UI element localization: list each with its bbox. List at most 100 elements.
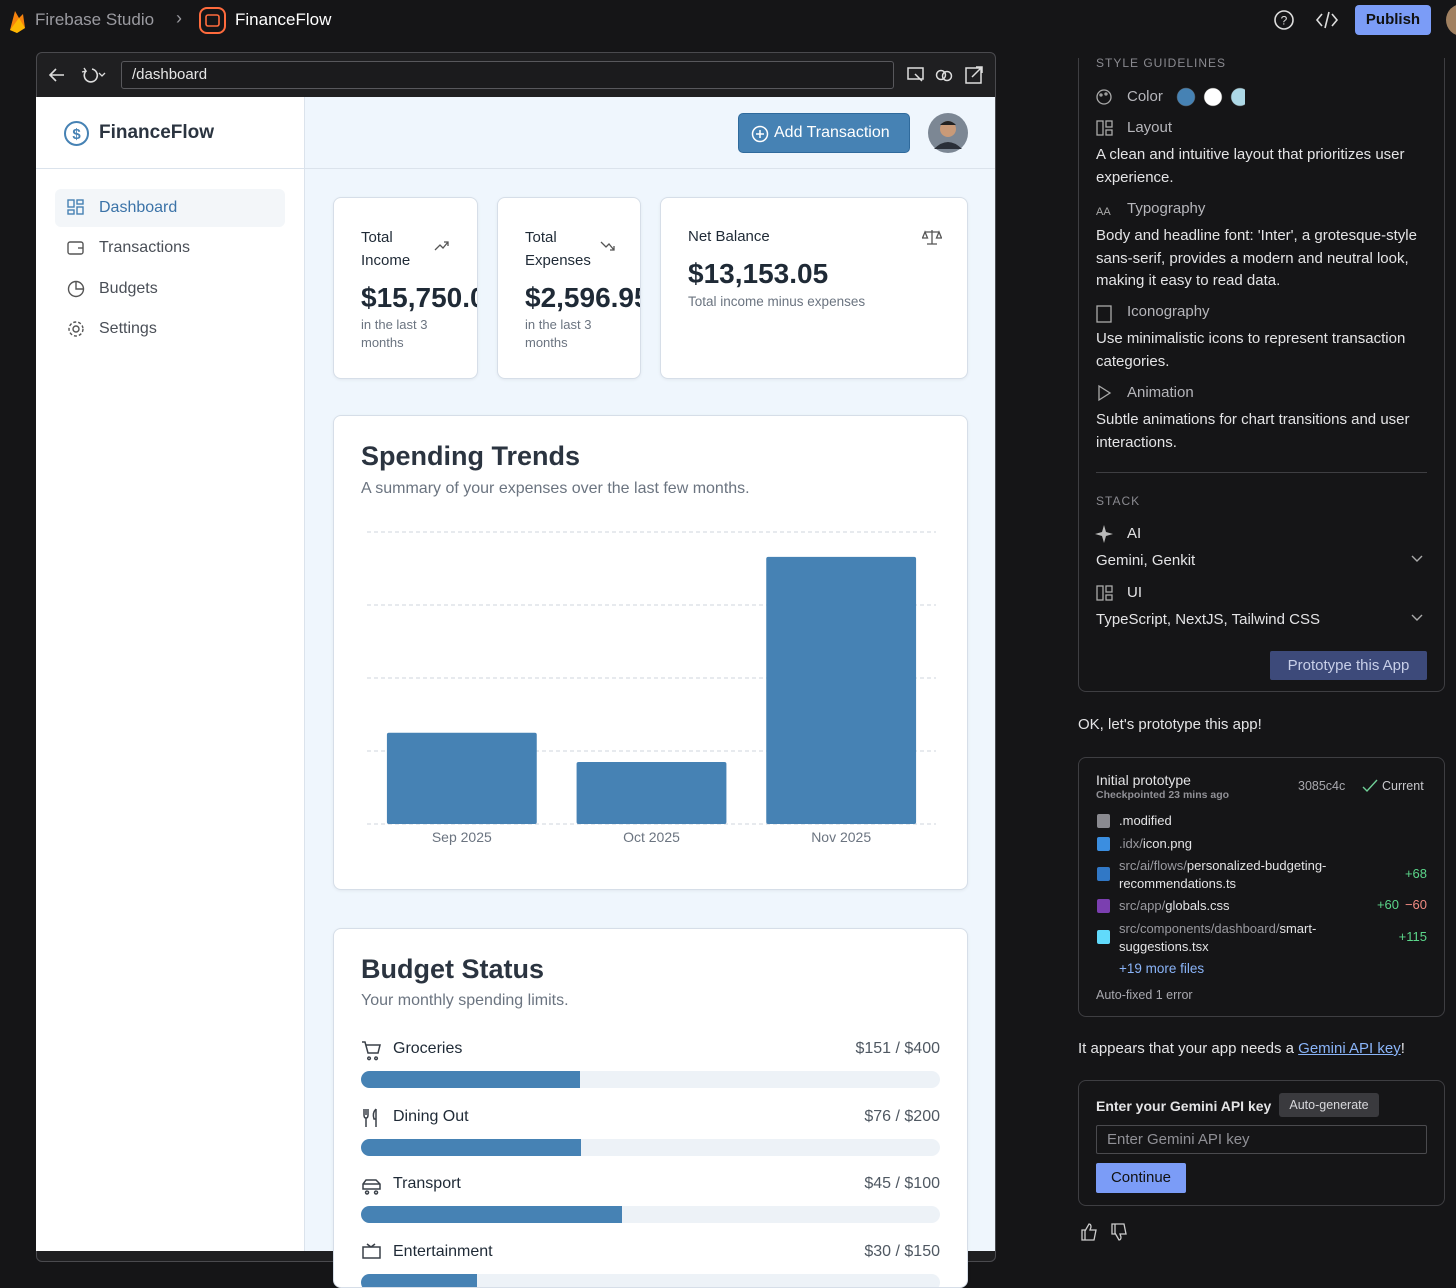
- file-path: src/app/globals.css: [1119, 897, 1369, 915]
- brand-icon: $: [63, 120, 90, 147]
- file-dir: src/components/dashboard/: [1119, 921, 1279, 936]
- color-swatches: [1175, 86, 1245, 108]
- scale-icon: [922, 228, 942, 246]
- file-name: icon.png: [1143, 836, 1192, 851]
- more-files-link[interactable]: +19 more files: [1119, 961, 1204, 976]
- bar: [577, 762, 727, 824]
- budget-amount: $45 / $100: [864, 1175, 940, 1193]
- stat-card: Total Expenses $2,596.95 in the last 3 m…: [497, 197, 641, 379]
- chat-message: OK, let's prototype this app!: [1078, 716, 1262, 733]
- blueprint-panel: STYLE GUIDELINES AA Color Layout A clean…: [1078, 58, 1445, 693]
- file-path: src/ai/flows/personalized-budgeting-reco…: [1119, 857, 1351, 893]
- stat-value: $15,750.00: [361, 282, 478, 314]
- stat-note: in the last 3 months: [525, 316, 615, 352]
- stat-title: Total Expenses: [525, 226, 603, 272]
- guideline-label: Iconography: [1127, 303, 1210, 320]
- budget-name: Entertainment: [393, 1243, 493, 1261]
- project-icon: [199, 7, 226, 34]
- project-name[interactable]: FinanceFlow: [235, 10, 331, 30]
- nav-item[interactable]: Dashboard: [99, 199, 177, 217]
- icon-path: [362, 1042, 380, 1060]
- nav-item[interactable]: Budgets: [99, 280, 158, 298]
- file-icon: [1097, 814, 1110, 828]
- trend-up-icon: [434, 240, 450, 252]
- stack-text: TypeScript, NextJS, Tailwind CSS: [1096, 611, 1320, 628]
- guideline-text: Body and headline font: 'Inter', a grote…: [1096, 225, 1436, 293]
- continue-button[interactable]: Continue: [1096, 1163, 1186, 1193]
- profile-avatar[interactable]: [928, 113, 968, 153]
- progress-track: [361, 1206, 940, 1223]
- file-icon: [1097, 899, 1110, 913]
- checkpoint-time: Checkpointed 23 mins ago: [1096, 789, 1229, 801]
- progress-track: [361, 1274, 940, 1288]
- stat-value: $2,596.95: [525, 282, 641, 314]
- progress-fill: [361, 1139, 581, 1156]
- lines-added: +60: [1377, 897, 1399, 912]
- budget-card: Budget Status Your monthly spending limi…: [333, 928, 968, 1288]
- plus-icon: [751, 125, 769, 143]
- user-avatar[interactable]: [1446, 4, 1456, 36]
- x-tick-label: Sep 2025: [432, 829, 492, 845]
- frame-actions[interactable]: [905, 64, 985, 86]
- check-icon: [1362, 779, 1378, 793]
- file-path: .modified: [1119, 812, 1369, 830]
- url-bar[interactable]: /dashboard: [121, 61, 894, 89]
- lines-removed: −60: [1405, 897, 1427, 912]
- expand-chevrons[interactable]: [1410, 552, 1424, 622]
- stat-value: $13,153.05: [688, 258, 828, 290]
- help-icon[interactable]: ?: [1273, 9, 1295, 31]
- stat-note: in the last 3 months: [361, 316, 451, 352]
- divider: [1096, 472, 1427, 473]
- guideline-text: Use minimalistic icons to represent tran…: [1096, 328, 1436, 373]
- x-tick-label: Oct 2025: [623, 829, 680, 845]
- publish-button[interactable]: Publish: [1355, 5, 1431, 35]
- firebase-logo: [6, 8, 28, 34]
- code-icon[interactable]: [1315, 10, 1339, 30]
- nav-item[interactable]: Settings: [99, 320, 157, 338]
- file-path: src/components/dashboard/smart-suggestio…: [1119, 920, 1351, 956]
- icon-path: [364, 1109, 376, 1127]
- auto-generate-button[interactable]: Auto-generate: [1279, 1093, 1379, 1117]
- guideline-label: Typography: [1127, 200, 1205, 217]
- guideline-label: Animation: [1127, 384, 1194, 401]
- nav-item[interactable]: Transactions: [99, 239, 190, 257]
- file-path: .idx/icon.png: [1119, 835, 1369, 853]
- guideline-text: Subtle animations for chart transitions …: [1096, 409, 1436, 454]
- stack-label: AI: [1127, 525, 1141, 542]
- api-key-card: Enter your Gemini API key Auto-generate …: [1078, 1080, 1445, 1206]
- svg-text:?: ?: [1281, 14, 1288, 28]
- button-label: Add Transaction: [774, 124, 890, 142]
- color-swatch: [1177, 88, 1195, 106]
- stack-label: UI: [1127, 584, 1142, 601]
- add-transaction-button[interactable]: Add Transaction: [738, 113, 910, 153]
- product-name: Firebase Studio: [35, 10, 154, 30]
- chart-card: Spending Trends A summary of your expens…: [333, 415, 968, 890]
- message-text: !: [1401, 1040, 1405, 1057]
- brand-name: FinanceFlow: [99, 122, 214, 144]
- progress-fill: [361, 1206, 622, 1223]
- trend-down-icon: [600, 240, 616, 252]
- file-icon: [1097, 867, 1110, 881]
- nav-controls[interactable]: [46, 64, 116, 86]
- guideline-label: Color: [1127, 88, 1163, 105]
- file-name: .modified: [1119, 813, 1172, 828]
- progress-fill: [361, 1274, 477, 1288]
- api-key-input[interactable]: Enter Gemini API key: [1096, 1125, 1427, 1154]
- message-text: It appears that your app needs a: [1078, 1040, 1298, 1057]
- prototype-button[interactable]: Prototype this App: [1270, 651, 1427, 680]
- guideline-label: Layout: [1127, 119, 1172, 136]
- file-name: globals.css: [1165, 898, 1229, 913]
- feedback-icons[interactable]: [1080, 1222, 1132, 1242]
- api-key-title: Enter your Gemini API key: [1096, 1098, 1271, 1114]
- bar: [766, 557, 916, 824]
- category-icon: [361, 1039, 383, 1061]
- budget-amount: $151 / $400: [855, 1040, 940, 1058]
- section-label: STYLE GUIDELINES: [1096, 58, 1226, 70]
- api-key-link[interactable]: Gemini API key: [1298, 1040, 1401, 1057]
- budget-subtitle: Your monthly spending limits.: [361, 992, 569, 1010]
- guideline-text: A clean and intuitive layout that priori…: [1096, 144, 1436, 189]
- page: Firebase Studio › FinanceFlow ? Publish …: [0, 0, 1456, 1251]
- checkpoint-hash: 3085c4c: [1298, 779, 1345, 793]
- header-divider: [36, 168, 995, 169]
